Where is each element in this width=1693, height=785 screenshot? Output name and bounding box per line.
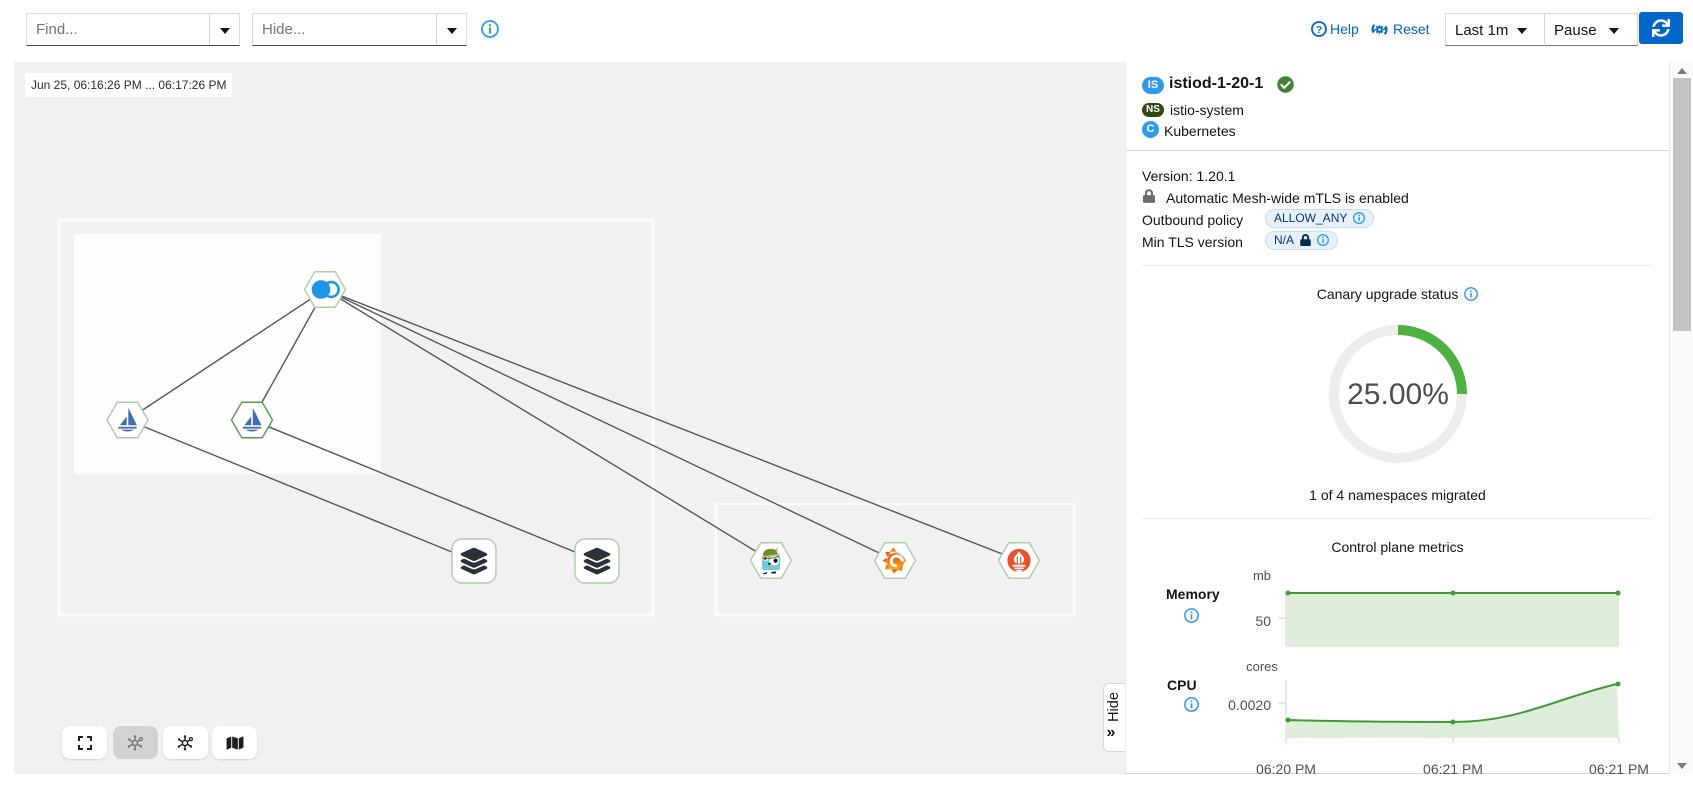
svg-text:25.00%: 25.00% [1347, 378, 1449, 411]
svg-text:?: ? [1316, 25, 1322, 36]
